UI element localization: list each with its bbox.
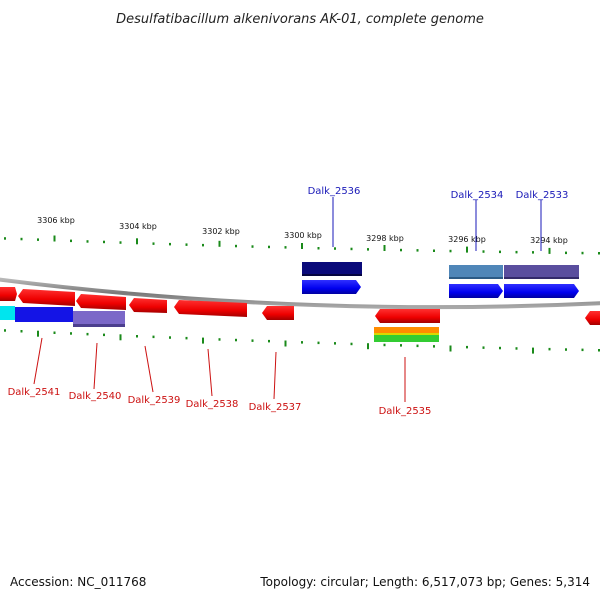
gene-dalk-2533[interactable] (504, 284, 579, 298)
cog-bar-dalk-2533[interactable] (504, 265, 579, 279)
forward-gene-track (302, 280, 579, 298)
cog-bar-dalk-2540[interactable] (73, 311, 125, 326)
scale-label: 3296 kbp (448, 235, 486, 244)
scale-label: 3300 kbp (284, 231, 322, 240)
gene-label-dalk-2533[interactable]: Dalk_2533 (516, 190, 569, 201)
gene-label-dalk-2536[interactable]: Dalk_2536 (308, 186, 361, 197)
gene-dalk-2536[interactable] (302, 280, 361, 294)
scale-label: 3298 kbp (366, 234, 404, 243)
gene-label-dalk-2534[interactable]: Dalk_2534 (451, 190, 504, 201)
scale-label: 3304 kbp (119, 222, 157, 231)
scale-labels: 3306 kbp 3304 kbp 3302 kbp 3300 kbp 3298… (37, 216, 568, 245)
cog-bar-dalk-2534[interactable] (449, 265, 503, 279)
scale-label: 3306 kbp (37, 216, 75, 225)
reverse-gene-labels: Dalk_2541 Dalk_2540 Dalk_2539 Dalk_2538 … (8, 337, 432, 417)
gene-dalk-2541[interactable] (0, 287, 17, 301)
forward-cog-track (302, 262, 579, 279)
gene-reverse-right-edge[interactable] (585, 311, 600, 325)
scale-label: 3294 kbp (530, 236, 568, 245)
gene-label-dalk-2540[interactable]: Dalk_2540 (69, 391, 122, 402)
gene-label-dalk-2541[interactable]: Dalk_2541 (8, 387, 61, 398)
cog-bar-dalk-2535-yellow[interactable] (374, 333, 439, 335)
gene-dalk-2538[interactable] (174, 300, 247, 317)
scale-ticks-inner (4, 329, 600, 354)
map-title: Desulfatibacillum alkenivorans AK-01, co… (116, 12, 484, 27)
cog-bar-cyan[interactable] (0, 306, 15, 320)
reverse-cog-track (0, 306, 439, 342)
gene-dalk-2534[interactable] (449, 284, 503, 298)
gene-dalk-2540[interactable] (18, 289, 75, 306)
gene-label-dalk-2537[interactable]: Dalk_2537 (249, 402, 302, 413)
cog-bar-dalk-2541[interactable] (15, 307, 73, 322)
gene-label-dalk-2538[interactable]: Dalk_2538 (186, 399, 239, 410)
gene-dalk-2539[interactable] (76, 294, 126, 310)
scale-ticks-outer (4, 235, 600, 255)
genome-backbone (0, 277, 600, 310)
reverse-gene-track (0, 287, 600, 325)
gene-label-dalk-2539[interactable]: Dalk_2539 (128, 395, 181, 406)
genome-summary-text: Topology: circular; Length: 6,517,073 bp… (259, 575, 590, 589)
gene-dalk-2535[interactable] (375, 309, 440, 323)
scale-label: 3302 kbp (202, 227, 240, 236)
accession-text: Accession: NC_011768 (10, 575, 146, 589)
cog-bar-dalk-2535-orange[interactable] (374, 327, 439, 333)
cog-bar-dalk-2535-green[interactable] (374, 335, 439, 342)
gene-label-dalk-2535[interactable]: Dalk_2535 (379, 406, 432, 417)
gene-dalk-2537[interactable] (262, 306, 294, 320)
gene-dalk-2538-a[interactable] (129, 298, 167, 313)
forward-gene-labels: Dalk_2536 Dalk_2534 Dalk_2533 (308, 186, 569, 251)
cog-bar-dalk-2536[interactable] (302, 262, 362, 276)
